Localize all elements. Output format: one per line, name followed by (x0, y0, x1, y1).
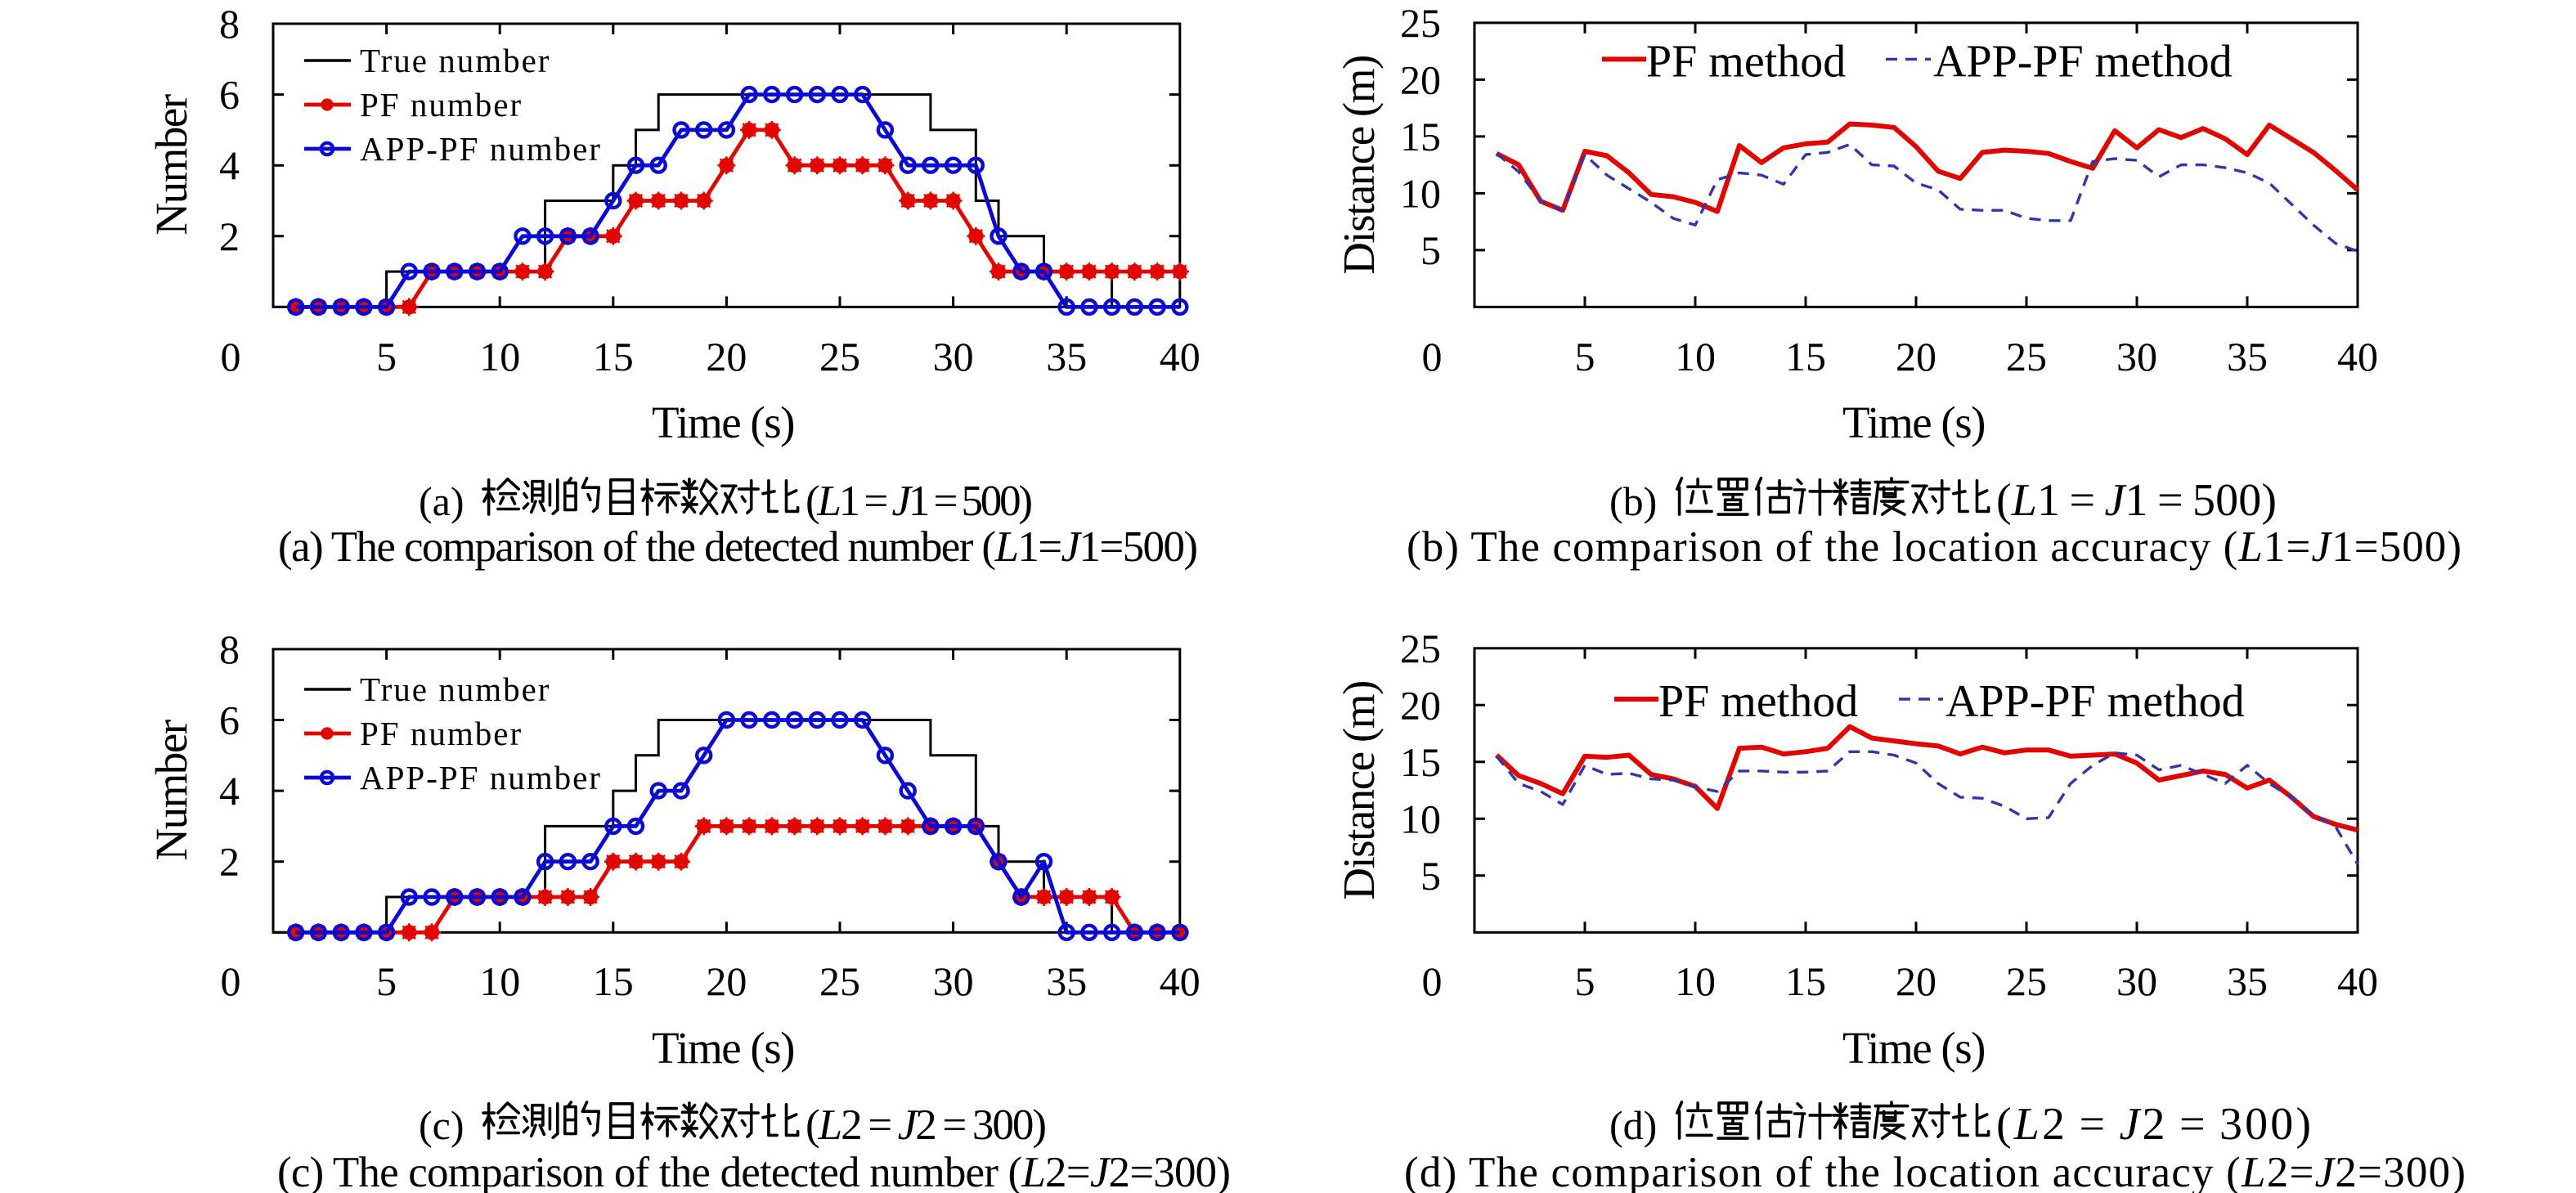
svg-text:30: 30 (2116, 958, 2157, 1004)
svg-text:10: 10 (479, 334, 520, 379)
svg-text:Distance (m): Distance (m) (1334, 56, 1384, 275)
svg-text:True number: True number (360, 42, 550, 79)
svg-text:20: 20 (1896, 334, 1936, 379)
svg-text:20: 20 (706, 334, 747, 379)
svg-text:10: 10 (1400, 796, 1441, 841)
svg-text:Number: Number (146, 94, 196, 235)
svg-text:Time (s): Time (s) (652, 397, 794, 447)
svg-text:25: 25 (819, 958, 860, 1004)
svg-text:40: 40 (2337, 334, 2378, 379)
svg-text:PF method: PF method (1658, 676, 1858, 727)
svg-text:(c) The comparison of the dete: (c) The comparison of the detected numbe… (277, 1149, 1231, 1193)
svg-text:APP-PF method: APP-PF method (1945, 676, 2245, 727)
svg-text:10: 10 (1675, 334, 1716, 379)
svg-text:0: 0 (1422, 958, 1443, 1004)
svg-text:25: 25 (1400, 0, 1441, 46)
svg-text:(d) The comparison of the loca: (d) The comparison of the location accur… (1404, 1149, 2466, 1193)
svg-text:40: 40 (1160, 334, 1200, 379)
svg-text:(d): (d) (1609, 1102, 1657, 1148)
svg-text:15: 15 (1785, 334, 1826, 379)
svg-text:5: 5 (1575, 958, 1595, 1004)
svg-text:35: 35 (1046, 334, 1087, 379)
svg-text:20: 20 (1400, 682, 1441, 728)
svg-text:25: 25 (2006, 334, 2047, 379)
svg-text:APP-PF number: APP-PF number (360, 759, 602, 796)
svg-text:4: 4 (219, 142, 240, 188)
svg-text:20: 20 (706, 958, 747, 1004)
svg-text:(a) The comparison of the dete: (a) The comparison of the detected numbe… (278, 523, 1198, 571)
svg-text:0: 0 (1422, 334, 1443, 379)
svg-text:Time (s): Time (s) (1842, 1023, 1985, 1073)
svg-text:Time (s): Time (s) (652, 1023, 794, 1073)
svg-text:5: 5 (376, 334, 397, 379)
svg-text:25: 25 (2006, 958, 2047, 1004)
svg-text:(L2 = J2 = 300): (L2 = J2 = 300) (1996, 1099, 2311, 1150)
svg-text:Distance (m): Distance (m) (1334, 681, 1384, 900)
svg-text:Number: Number (146, 720, 196, 860)
svg-text:15: 15 (593, 958, 634, 1004)
svg-text:APP-PF number: APP-PF number (360, 130, 602, 168)
svg-text:(L1 = J1 = 500): (L1 = J1 = 500) (1996, 475, 2277, 526)
svg-text:5: 5 (376, 958, 397, 1004)
svg-text:2: 2 (219, 839, 240, 885)
svg-text:35: 35 (2227, 334, 2268, 379)
svg-text:15: 15 (1400, 739, 1441, 785)
svg-text:15: 15 (593, 334, 634, 379)
svg-text:(a): (a) (419, 478, 464, 524)
svg-text:4: 4 (219, 768, 240, 814)
svg-text:(c): (c) (419, 1102, 464, 1148)
svg-text:(b) The comparison of the loca: (b) The comparison of the location accur… (1407, 523, 2462, 571)
svg-text:2: 2 (219, 213, 240, 259)
svg-text:30: 30 (933, 958, 974, 1004)
svg-text:25: 25 (1400, 626, 1441, 671)
svg-text:8: 8 (219, 626, 240, 672)
svg-text:(L2 = J2 = 300): (L2 = J2 = 300) (806, 1101, 1047, 1149)
svg-text:5: 5 (1420, 853, 1441, 899)
svg-text:0: 0 (221, 958, 241, 1004)
svg-text:35: 35 (1046, 958, 1087, 1004)
svg-text:5: 5 (1575, 334, 1595, 379)
svg-text:8: 8 (219, 1, 240, 47)
svg-text:40: 40 (1160, 958, 1200, 1004)
svg-text:(L1 = J1 = 500): (L1 = J1 = 500) (806, 478, 1033, 525)
svg-text:PF number: PF number (360, 715, 523, 752)
svg-text:30: 30 (933, 334, 974, 379)
svg-text:25: 25 (819, 334, 860, 379)
svg-text:6: 6 (219, 72, 240, 118)
svg-text:(b): (b) (1609, 478, 1657, 524)
svg-text:15: 15 (1785, 958, 1826, 1004)
svg-text:40: 40 (2337, 958, 2378, 1004)
svg-text:6: 6 (219, 697, 240, 743)
svg-text:35: 35 (2227, 958, 2268, 1004)
svg-text:10: 10 (1400, 170, 1441, 216)
svg-text:0: 0 (221, 334, 241, 379)
svg-text:30: 30 (2116, 334, 2157, 379)
svg-text:5: 5 (1420, 227, 1441, 273)
svg-text:PF method: PF method (1646, 36, 1846, 87)
svg-text:PF number: PF number (360, 86, 523, 123)
svg-text:10: 10 (479, 958, 520, 1004)
svg-text:10: 10 (1675, 958, 1716, 1004)
svg-text:20: 20 (1896, 958, 1936, 1004)
svg-text:True number: True number (360, 671, 550, 708)
svg-text:15: 15 (1400, 114, 1441, 159)
svg-text:Time (s): Time (s) (1842, 397, 1985, 447)
svg-text:APP-PF method: APP-PF method (1933, 36, 2233, 87)
svg-text:20: 20 (1400, 56, 1441, 102)
